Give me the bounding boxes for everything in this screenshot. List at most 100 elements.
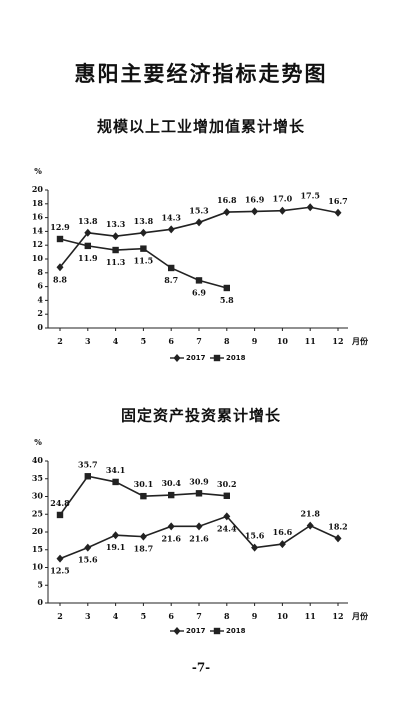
data-label: 16.8	[217, 195, 237, 205]
y-tick-label: 18	[32, 198, 44, 208]
y-tick-label: 25	[32, 508, 43, 518]
chart-title: 规模以上工业增加值累计增长	[97, 118, 305, 136]
y-tick-label: 20	[32, 184, 44, 194]
marker	[213, 354, 221, 362]
x-tick-label: 7	[196, 611, 202, 621]
marker	[173, 354, 181, 362]
marker	[195, 277, 203, 284]
marker	[223, 512, 231, 521]
marker	[195, 218, 203, 227]
x-tick-label: 11	[305, 611, 316, 621]
data-label: 21.6	[189, 533, 209, 543]
marker	[223, 208, 231, 217]
marker	[112, 246, 119, 254]
marker	[334, 534, 342, 543]
data-label: 24.4	[217, 523, 237, 533]
data-label: 5.8	[220, 295, 234, 305]
marker	[56, 235, 64, 243]
page-title: 惠阳主要经济指标走势图	[75, 62, 328, 86]
marker	[278, 206, 286, 215]
x-axis-label: 月份	[351, 336, 369, 346]
page-number: -7-	[192, 661, 210, 675]
data-label: 24.8	[50, 498, 70, 508]
x-tick-label: 3	[85, 336, 91, 346]
marker	[139, 532, 147, 541]
data-label: 19.1	[106, 542, 125, 552]
y-tick-label: 10	[32, 253, 44, 263]
marker	[167, 225, 175, 234]
data-label: 8.7	[164, 275, 178, 285]
x-tick-label: 4	[113, 336, 119, 346]
x-tick-label: 8	[224, 611, 230, 621]
marker	[168, 264, 175, 272]
y-tick-label: 2	[37, 308, 43, 318]
y-tick-label: 10	[32, 562, 44, 572]
data-label: 30.2	[217, 479, 236, 489]
x-tick-label: 2	[57, 336, 63, 346]
marker	[56, 511, 64, 519]
data-label: 16.7	[328, 196, 347, 206]
data-label: 18.2	[328, 521, 347, 531]
x-tick-label: 12	[332, 336, 343, 346]
marker	[167, 522, 175, 531]
x-tick-label: 6	[168, 611, 174, 621]
x-tick-label: 3	[85, 611, 91, 621]
x-tick-label: 2	[57, 611, 63, 621]
x-axis-label: 月份	[351, 611, 369, 621]
marker	[112, 531, 120, 540]
marker	[195, 522, 203, 531]
x-tick-label: 9	[252, 611, 258, 621]
marker	[223, 284, 230, 292]
x-tick-label: 9	[252, 336, 258, 346]
y-tick-label: 4	[37, 294, 43, 304]
y-tick-label: 16	[32, 212, 44, 222]
y-tick-label: 12	[32, 239, 43, 249]
x-tick-label: 6	[168, 336, 174, 346]
data-label: 30.4	[161, 478, 181, 488]
y-tick-label: 30	[32, 491, 44, 501]
data-label: 12.9	[50, 222, 70, 232]
data-label: 8.8	[53, 274, 67, 284]
data-label: 16.9	[245, 194, 265, 204]
y-tick-label: 14	[32, 225, 44, 235]
data-label: 6.9	[192, 287, 206, 297]
data-label: 21.8	[300, 509, 320, 519]
data-label: 13.8	[78, 216, 98, 226]
x-tick-label: 5	[141, 336, 147, 346]
y-axis-label: %	[34, 166, 42, 176]
marker	[195, 490, 203, 497]
marker	[140, 492, 147, 500]
y-tick-label: 0	[37, 322, 43, 332]
y-tick-label: 6	[37, 281, 43, 291]
data-label: 35.7	[78, 459, 97, 469]
y-axis-label: %	[34, 437, 42, 447]
x-tick-label: 4	[113, 611, 119, 621]
data-label: 30.1	[134, 479, 153, 489]
data-label: 11.5	[134, 256, 153, 266]
data-label: 13.3	[106, 219, 126, 229]
marker	[213, 627, 221, 635]
data-label: 16.6	[273, 527, 293, 537]
data-label: 15.3	[189, 205, 209, 215]
data-label: 17.5	[300, 190, 319, 200]
marker	[251, 543, 259, 552]
x-tick-label: 8	[224, 336, 230, 346]
marker	[168, 491, 175, 499]
data-label: 34.1	[106, 465, 125, 475]
x-tick-label: 5	[141, 611, 147, 621]
marker	[84, 473, 91, 480]
x-tick-label: 12	[332, 611, 343, 621]
marker	[112, 232, 120, 241]
marker	[278, 540, 286, 549]
legend-label: 2017	[186, 354, 206, 362]
marker	[84, 543, 92, 552]
marker	[306, 203, 314, 212]
data-label: 12.5	[50, 566, 69, 576]
data-label: 11.9	[78, 253, 98, 263]
x-tick-label: 10	[277, 611, 289, 621]
data-label: 18.7	[134, 544, 153, 554]
marker	[334, 208, 342, 217]
y-tick-label: 5	[37, 579, 43, 589]
marker	[173, 627, 181, 635]
